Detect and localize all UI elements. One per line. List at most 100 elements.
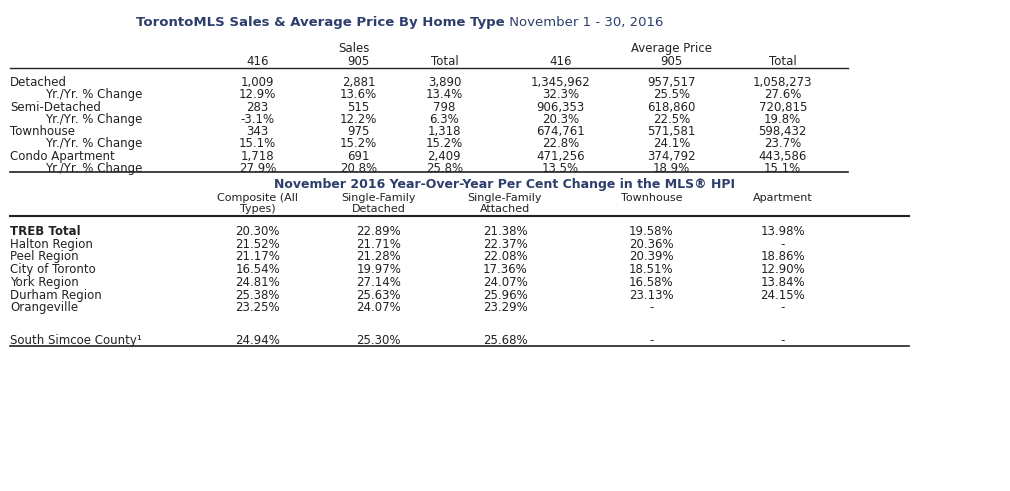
Text: -: - <box>649 334 653 347</box>
Text: Durham Region: Durham Region <box>10 289 102 301</box>
Text: Townhouse: Townhouse <box>621 193 682 203</box>
Text: TorontoMLS Sales & Average Price By Home Type: TorontoMLS Sales & Average Price By Home… <box>136 16 505 29</box>
Text: 23.13%: 23.13% <box>629 289 674 301</box>
Text: 20.3%: 20.3% <box>542 113 579 126</box>
Text: 2,409: 2,409 <box>427 150 462 163</box>
Text: 18.86%: 18.86% <box>761 250 805 263</box>
Text: 22.8%: 22.8% <box>542 137 579 150</box>
Text: 25.63%: 25.63% <box>357 289 401 301</box>
Text: 16.58%: 16.58% <box>629 276 674 289</box>
Text: 32.3%: 32.3% <box>542 88 579 101</box>
Text: 12.90%: 12.90% <box>761 263 805 276</box>
Text: 571,581: 571,581 <box>647 125 696 138</box>
Text: Total: Total <box>769 55 797 68</box>
Text: 25.96%: 25.96% <box>483 289 527 301</box>
Text: Sales: Sales <box>337 42 370 55</box>
Text: York Region: York Region <box>10 276 79 289</box>
Text: -: - <box>781 238 785 250</box>
Text: 515: 515 <box>347 101 370 113</box>
Text: 471,256: 471,256 <box>536 150 585 163</box>
Text: Halton Region: Halton Region <box>10 238 93 250</box>
Text: 24.07%: 24.07% <box>357 301 401 314</box>
Text: City of Toronto: City of Toronto <box>10 263 96 276</box>
Text: 13.98%: 13.98% <box>761 225 805 238</box>
Text: 343: 343 <box>246 125 269 138</box>
Text: Yr./Yr. % Change: Yr./Yr. % Change <box>45 162 142 175</box>
Text: 905: 905 <box>661 55 683 68</box>
Text: 416: 416 <box>246 55 269 68</box>
Text: Detached: Detached <box>10 76 67 89</box>
Text: 15.1%: 15.1% <box>765 162 801 175</box>
Text: 23.29%: 23.29% <box>483 301 527 314</box>
Text: 22.37%: 22.37% <box>483 238 527 250</box>
Text: Peel Region: Peel Region <box>10 250 79 263</box>
Text: 6.3%: 6.3% <box>429 113 460 126</box>
Text: 25.30%: 25.30% <box>357 334 401 347</box>
Text: 798: 798 <box>433 101 456 113</box>
Text: 24.81%: 24.81% <box>235 276 280 289</box>
Text: 27.9%: 27.9% <box>238 162 277 175</box>
Text: 1,058,273: 1,058,273 <box>753 76 812 89</box>
Text: Yr./Yr. % Change: Yr./Yr. % Change <box>45 88 142 101</box>
Text: 618,860: 618,860 <box>647 101 696 113</box>
Text: Average Price: Average Price <box>631 42 712 55</box>
Text: 416: 416 <box>549 55 572 68</box>
Text: 22.08%: 22.08% <box>483 250 527 263</box>
Text: 957,517: 957,517 <box>647 76 696 89</box>
Text: 21.52%: 21.52% <box>235 238 280 250</box>
Text: 443,586: 443,586 <box>759 150 807 163</box>
Text: 13.5%: 13.5% <box>542 162 579 175</box>
Text: 674,761: 674,761 <box>536 125 585 138</box>
Text: 283: 283 <box>246 101 269 113</box>
Text: 19.8%: 19.8% <box>765 113 801 126</box>
Text: 24.15%: 24.15% <box>761 289 805 301</box>
Text: 21.71%: 21.71% <box>357 238 401 250</box>
Text: 20.30%: 20.30% <box>235 225 280 238</box>
Text: 16.54%: 16.54% <box>235 263 280 276</box>
Text: 15.1%: 15.1% <box>239 137 276 150</box>
Text: Townhouse: Townhouse <box>10 125 75 138</box>
Text: Apartment: Apartment <box>752 193 813 203</box>
Text: Attached: Attached <box>480 204 530 214</box>
Text: 19.58%: 19.58% <box>629 225 674 238</box>
Text: TREB Total: TREB Total <box>10 225 81 238</box>
Text: 24.07%: 24.07% <box>483 276 527 289</box>
Text: Single-Family: Single-Family <box>341 193 416 203</box>
Text: November 1 - 30, 2016: November 1 - 30, 2016 <box>505 16 664 29</box>
Text: 25.38%: 25.38% <box>235 289 280 301</box>
Text: 598,432: 598,432 <box>759 125 807 138</box>
Text: 18.51%: 18.51% <box>629 263 674 276</box>
Text: 12.2%: 12.2% <box>339 113 378 126</box>
Text: 20.36%: 20.36% <box>629 238 674 250</box>
Text: 25.68%: 25.68% <box>483 334 527 347</box>
Text: 12.9%: 12.9% <box>238 88 277 101</box>
Text: 691: 691 <box>347 150 370 163</box>
Text: 13.84%: 13.84% <box>761 276 805 289</box>
Text: 25.8%: 25.8% <box>426 162 463 175</box>
Text: South Simcoe County¹: South Simcoe County¹ <box>10 334 141 347</box>
Text: Composite (All: Composite (All <box>217 193 298 203</box>
Text: 1,009: 1,009 <box>240 76 275 89</box>
Text: 2,881: 2,881 <box>341 76 376 89</box>
Text: Single-Family: Single-Family <box>468 193 542 203</box>
Text: 3,890: 3,890 <box>427 76 462 89</box>
Text: 18.9%: 18.9% <box>653 162 690 175</box>
Text: November 2016 Year-Over-Year Per Cent Change in the MLS® HPI: November 2016 Year-Over-Year Per Cent Ch… <box>275 178 735 191</box>
Text: 906,353: 906,353 <box>536 101 585 113</box>
Text: 24.1%: 24.1% <box>652 137 691 150</box>
Text: 27.14%: 27.14% <box>357 276 401 289</box>
Text: Total: Total <box>430 55 459 68</box>
Text: -: - <box>781 301 785 314</box>
Text: 22.5%: 22.5% <box>653 113 690 126</box>
Text: 1,345,962: 1,345,962 <box>530 76 591 89</box>
Text: 15.2%: 15.2% <box>340 137 377 150</box>
Text: 23.7%: 23.7% <box>765 137 801 150</box>
Text: Yr./Yr. % Change: Yr./Yr. % Change <box>45 113 142 126</box>
Text: Detached: Detached <box>351 204 406 214</box>
Text: 23.25%: 23.25% <box>235 301 280 314</box>
Text: 13.4%: 13.4% <box>426 88 463 101</box>
Text: 20.8%: 20.8% <box>340 162 377 175</box>
Text: 720,815: 720,815 <box>759 101 807 113</box>
Text: 24.94%: 24.94% <box>235 334 280 347</box>
Text: Yr./Yr. % Change: Yr./Yr. % Change <box>45 137 142 150</box>
